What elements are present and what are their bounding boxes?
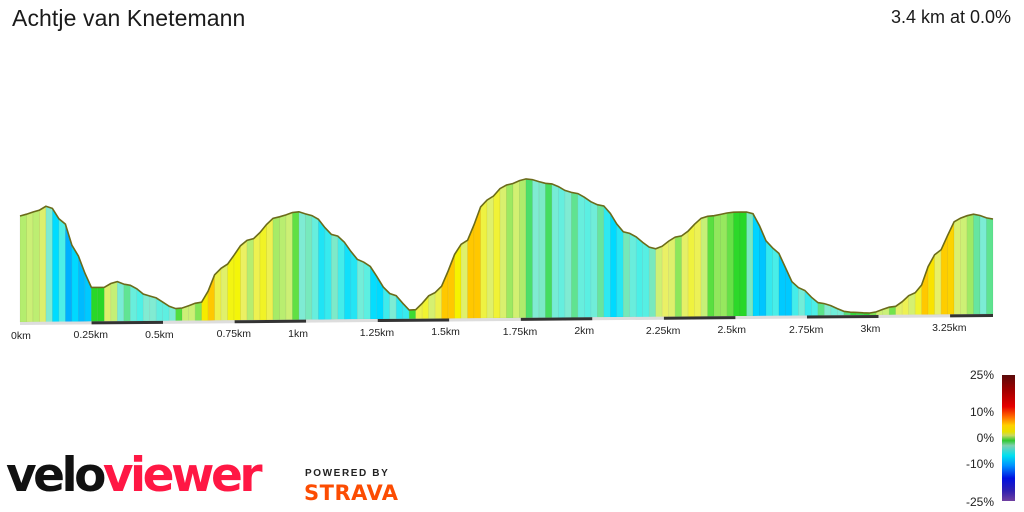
- x-tick-label: 1.75km: [502, 325, 538, 338]
- gradient-color-scale: [1002, 375, 1015, 501]
- x-tick-label: 1km: [288, 327, 309, 340]
- strava-logo[interactable]: STRAVA: [304, 481, 399, 505]
- x-tick-label: 0km: [11, 330, 31, 342]
- legend-label-neg10: -10%: [965, 457, 994, 471]
- legend-label-0: 0%: [976, 431, 994, 445]
- veloviewer-logo[interactable]: veloviewer: [6, 448, 263, 503]
- powered-by-label: POWERED BY: [305, 468, 390, 479]
- gradient-colored-strips: [19, 178, 994, 323]
- x-tick-label: 0.5km: [145, 328, 174, 341]
- legend-label-10: 10%: [969, 405, 994, 419]
- route-summary: 3.4 km at 0.0%: [890, 7, 1011, 27]
- legend-label-25: 25%: [969, 368, 994, 382]
- elevation-profile-chart[interactable]: [0, 0, 1024, 360]
- x-tick-label: 0.75km: [216, 328, 252, 341]
- x-tick-label: 3.25km: [932, 322, 967, 335]
- x-tick-label: 3km: [860, 322, 881, 335]
- x-tick-label: 2.25km: [645, 324, 681, 337]
- x-tick-label: 2km: [574, 325, 595, 338]
- legend-label-neg25: -25%: [965, 495, 994, 509]
- x-tick-label: 0.25km: [73, 329, 108, 342]
- distance-axis-bar: [19, 314, 994, 325]
- x-tick-label: 2.5km: [717, 324, 747, 337]
- x-tick-label: 1.5km: [431, 326, 460, 339]
- elevation-outline: [19, 178, 994, 314]
- x-tick-label: 1.25km: [359, 327, 395, 340]
- route-title: Achtje van Knetemann: [12, 5, 246, 31]
- x-tick-label: 2.75km: [788, 323, 824, 336]
